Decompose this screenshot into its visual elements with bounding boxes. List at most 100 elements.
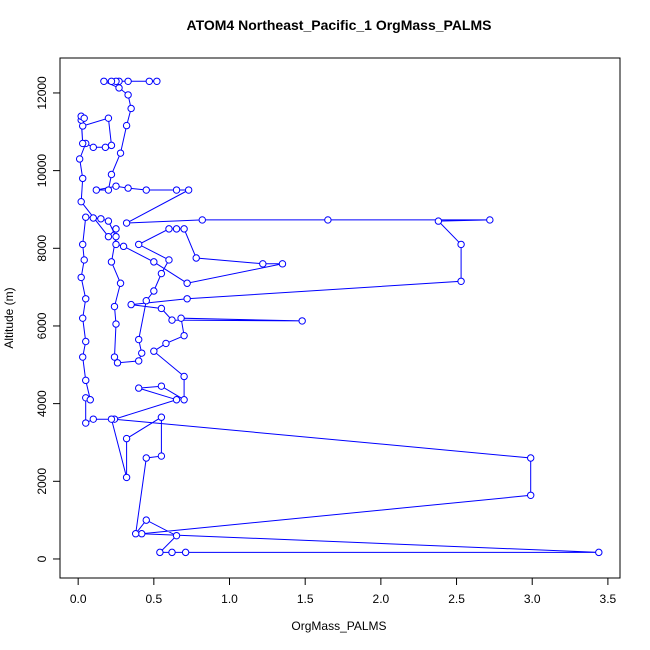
data-point [142,454,150,462]
data-point [278,260,287,268]
data-point [157,304,166,313]
data-point [122,473,131,482]
data-point [89,415,97,423]
x-tick-label: 3.0 [524,592,541,606]
data-point [183,295,191,303]
data-point [156,548,164,557]
data-point [79,353,87,361]
data-point [115,84,123,92]
data-point [157,269,166,278]
data-point [172,531,181,540]
data-point [168,316,176,324]
data-point [157,452,166,460]
data-point [135,240,143,249]
data-point [82,419,90,427]
data-point [80,114,88,122]
data-point [527,454,535,462]
data-point [82,337,90,346]
data-point [124,91,132,99]
data-point [122,121,131,130]
data-line [79,80,599,553]
data-point [172,396,181,404]
data-point [162,339,170,348]
data-point [92,186,101,194]
data-point [75,155,84,163]
x-tick-label: 1.5 [297,592,314,606]
data-point [180,396,188,404]
data-point [127,300,135,309]
data-point [89,143,97,152]
data-point [434,217,443,225]
data-point [142,297,150,305]
data-point [142,516,150,524]
data-point [107,415,116,423]
data-point [124,77,132,86]
data-point [183,279,191,287]
data-point [324,216,332,224]
data-point [457,277,465,286]
data-point [486,216,494,224]
data-point [527,491,535,499]
data-point [180,372,188,381]
x-tick-label: 1.0 [221,592,238,606]
x-tick-label: 0.0 [70,592,87,606]
data-point [150,258,158,266]
data-point [104,114,113,122]
data-point [184,186,193,194]
data-point [104,232,113,241]
data-point [107,258,116,266]
data-point [79,139,87,148]
data-point [107,141,116,150]
data-point [119,242,128,251]
data-point [101,143,110,152]
data-point [77,273,85,282]
x-tick-label: 3.5 [600,592,617,606]
data-point [165,225,173,233]
data-point [153,77,161,86]
x-tick-label: 0.5 [145,592,162,606]
data-point [157,382,166,390]
data-point [107,170,116,179]
data-point [122,434,131,443]
data-point [107,77,116,86]
data-point [112,320,120,328]
data-point [79,314,87,322]
data-point [181,548,190,557]
data-point [77,197,85,206]
plot-frame [59,57,621,579]
data-point [80,256,88,264]
data-point [127,104,135,113]
data-point [142,186,150,194]
x-tick-label: 2.0 [373,592,390,606]
data-point [110,353,119,361]
data-point [172,225,181,233]
data-point [100,77,108,86]
data-point [104,186,113,194]
x-axis-label: OrgMass_PALMS [291,619,386,633]
x-tick-label: 2.5 [448,592,465,606]
data-point [150,287,158,295]
data-point [168,548,176,557]
data-point [112,240,120,249]
data-point [172,186,181,194]
data-point [259,260,267,268]
data-point [97,215,105,223]
data-point [198,216,206,224]
data-point [177,314,185,322]
data-point [138,530,146,538]
data-point [113,359,122,367]
data-point [145,77,153,86]
data-point [157,413,166,421]
data-point [124,184,132,192]
data-point [595,548,603,557]
data-point [180,331,188,340]
data-point [116,149,125,157]
data-point [135,335,143,344]
y-axis-label: Altitude (m) [2,287,16,348]
data-point [86,396,94,404]
y-tick-label: 4000 [35,390,49,417]
data-point [82,213,90,221]
data-point [165,256,173,264]
